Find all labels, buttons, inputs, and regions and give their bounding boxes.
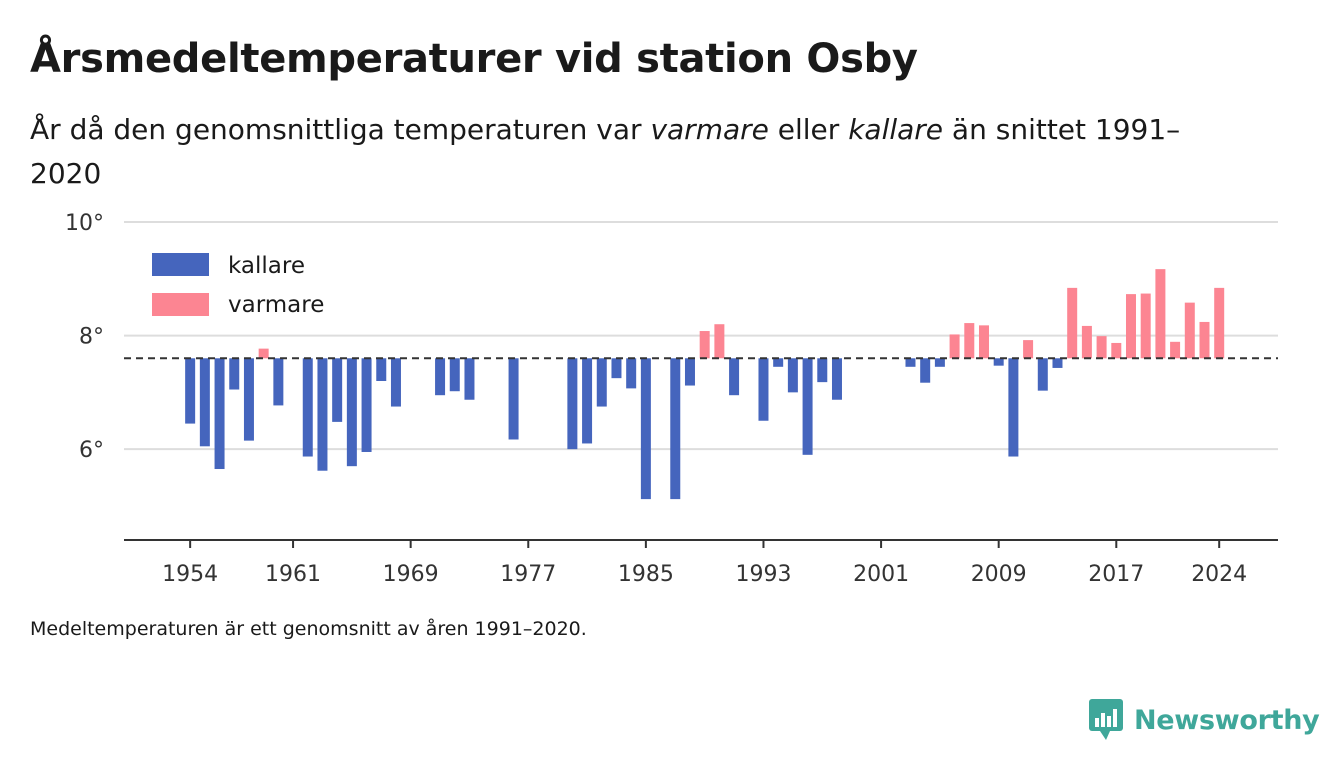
bar-kallare (229, 358, 240, 390)
subtitle-cold-word: kallare (848, 113, 944, 146)
bar-varmare (1170, 341, 1181, 359)
bar-kallare (302, 358, 313, 457)
bar-varmare (1067, 287, 1078, 359)
x-tick-label: 2009 (971, 562, 1027, 587)
bar-varmare (1214, 287, 1225, 359)
bar-varmare (1140, 293, 1151, 359)
y-tick-label: 6° (79, 438, 104, 463)
subtitle-text-1: År då den genomsnittliga temperaturen va… (30, 113, 651, 146)
bar-kallare (185, 358, 196, 424)
bar-kallare (920, 358, 931, 383)
bar-varmare (1081, 325, 1092, 359)
y-tick-label: 8° (79, 325, 104, 350)
legend: kallare varmare (140, 242, 346, 326)
subtitle-text-3: än snittet 1991–2020 (30, 113, 1181, 190)
bar-kallare (214, 358, 225, 470)
bar-kallare (626, 358, 637, 389)
legend-swatch-kallare (152, 253, 209, 276)
bar-varmare (964, 323, 975, 359)
bar-kallare (332, 358, 343, 422)
subtitle-warm-word: varmare (650, 113, 769, 146)
bar-kallare (567, 358, 578, 450)
chart-subtitle: År då den genomsnittliga temperaturen va… (30, 108, 1230, 196)
chart-title: Årsmedeltemperaturer vid station Osby (30, 36, 918, 82)
bar-kallare (464, 358, 475, 400)
x-tick-label: 2024 (1191, 562, 1247, 587)
bar-kallare (773, 358, 784, 367)
bar-kallare (1037, 358, 1048, 391)
bar-varmare (1155, 269, 1166, 359)
newsworthy-logo-icon (1089, 699, 1123, 740)
bar-kallare (802, 358, 813, 455)
bar-kallare (905, 358, 916, 367)
bar-varmare (714, 324, 725, 359)
x-tick-label: 1969 (383, 562, 439, 587)
bar-kallare (508, 358, 519, 440)
bar-varmare (1199, 321, 1210, 359)
bar-kallare (684, 358, 695, 386)
bar-varmare (949, 334, 960, 359)
legend-label-varmare: varmare (228, 292, 324, 318)
bar-kallare (346, 358, 357, 467)
bar-kallare (390, 358, 401, 407)
x-tick-label: 1961 (265, 562, 321, 587)
x-tick-label: 2001 (853, 562, 909, 587)
bar-chart: 6° 8° 10° 1954 1961 1969 1977 1985 1993 2001 2009… (65, 211, 1278, 587)
bar-kallare (817, 358, 828, 383)
bar-varmare (1125, 294, 1136, 359)
x-tick-label: 2017 (1088, 562, 1144, 587)
brand-name: Newsworthy (1134, 704, 1320, 736)
x-axis-ticks: 1954 1961 1969 1977 1985 1993 2001 2009 2017 2024 (162, 540, 1247, 587)
bar-varmare (1111, 342, 1122, 359)
bar-varmare (1184, 302, 1195, 359)
bar-kallare (670, 358, 681, 500)
bar-varmare (1023, 340, 1034, 359)
bar-kallare (199, 358, 210, 447)
bar-kallare (435, 358, 446, 396)
bar-kallare (596, 358, 607, 407)
bar-varmare (978, 325, 989, 359)
bar-kallare (376, 358, 387, 381)
bar-kallare (787, 358, 798, 393)
bar-kallare (449, 358, 460, 392)
bar-kallare (611, 358, 622, 379)
bar-kallare (1052, 358, 1063, 368)
bar-kallare (640, 358, 651, 500)
bar-kallare (273, 358, 284, 406)
bar-kallare (243, 358, 254, 441)
x-tick-label: 1977 (500, 562, 556, 587)
bar-kallare (1008, 358, 1019, 457)
y-axis-labels: 6° 8° 10° (65, 211, 104, 463)
bar-kallare (317, 358, 328, 471)
bar-kallare (831, 358, 842, 400)
bar-varmare (1096, 336, 1107, 359)
bar-kallare (934, 358, 945, 367)
bar-kallare (993, 358, 1004, 366)
footnote: Medeltemperaturen är ett genomsnitt av å… (30, 618, 587, 640)
x-tick-label: 1993 (735, 562, 791, 587)
bar-varmare (699, 331, 710, 359)
subtitle-text-2: eller (768, 113, 849, 146)
bar-kallare (729, 358, 740, 396)
bar-kallare (361, 358, 372, 452)
bar-varmare (258, 348, 269, 359)
bars (185, 269, 1225, 500)
bar-kallare (758, 358, 769, 421)
x-tick-label: 1954 (162, 562, 218, 587)
bar-kallare (582, 358, 593, 444)
legend-label-kallare: kallare (228, 253, 305, 279)
x-tick-label: 1985 (618, 562, 674, 587)
brand-logo: Newsworthy (1088, 698, 1320, 742)
legend-swatch-varmare (152, 293, 209, 316)
y-tick-label: 10° (65, 211, 104, 236)
